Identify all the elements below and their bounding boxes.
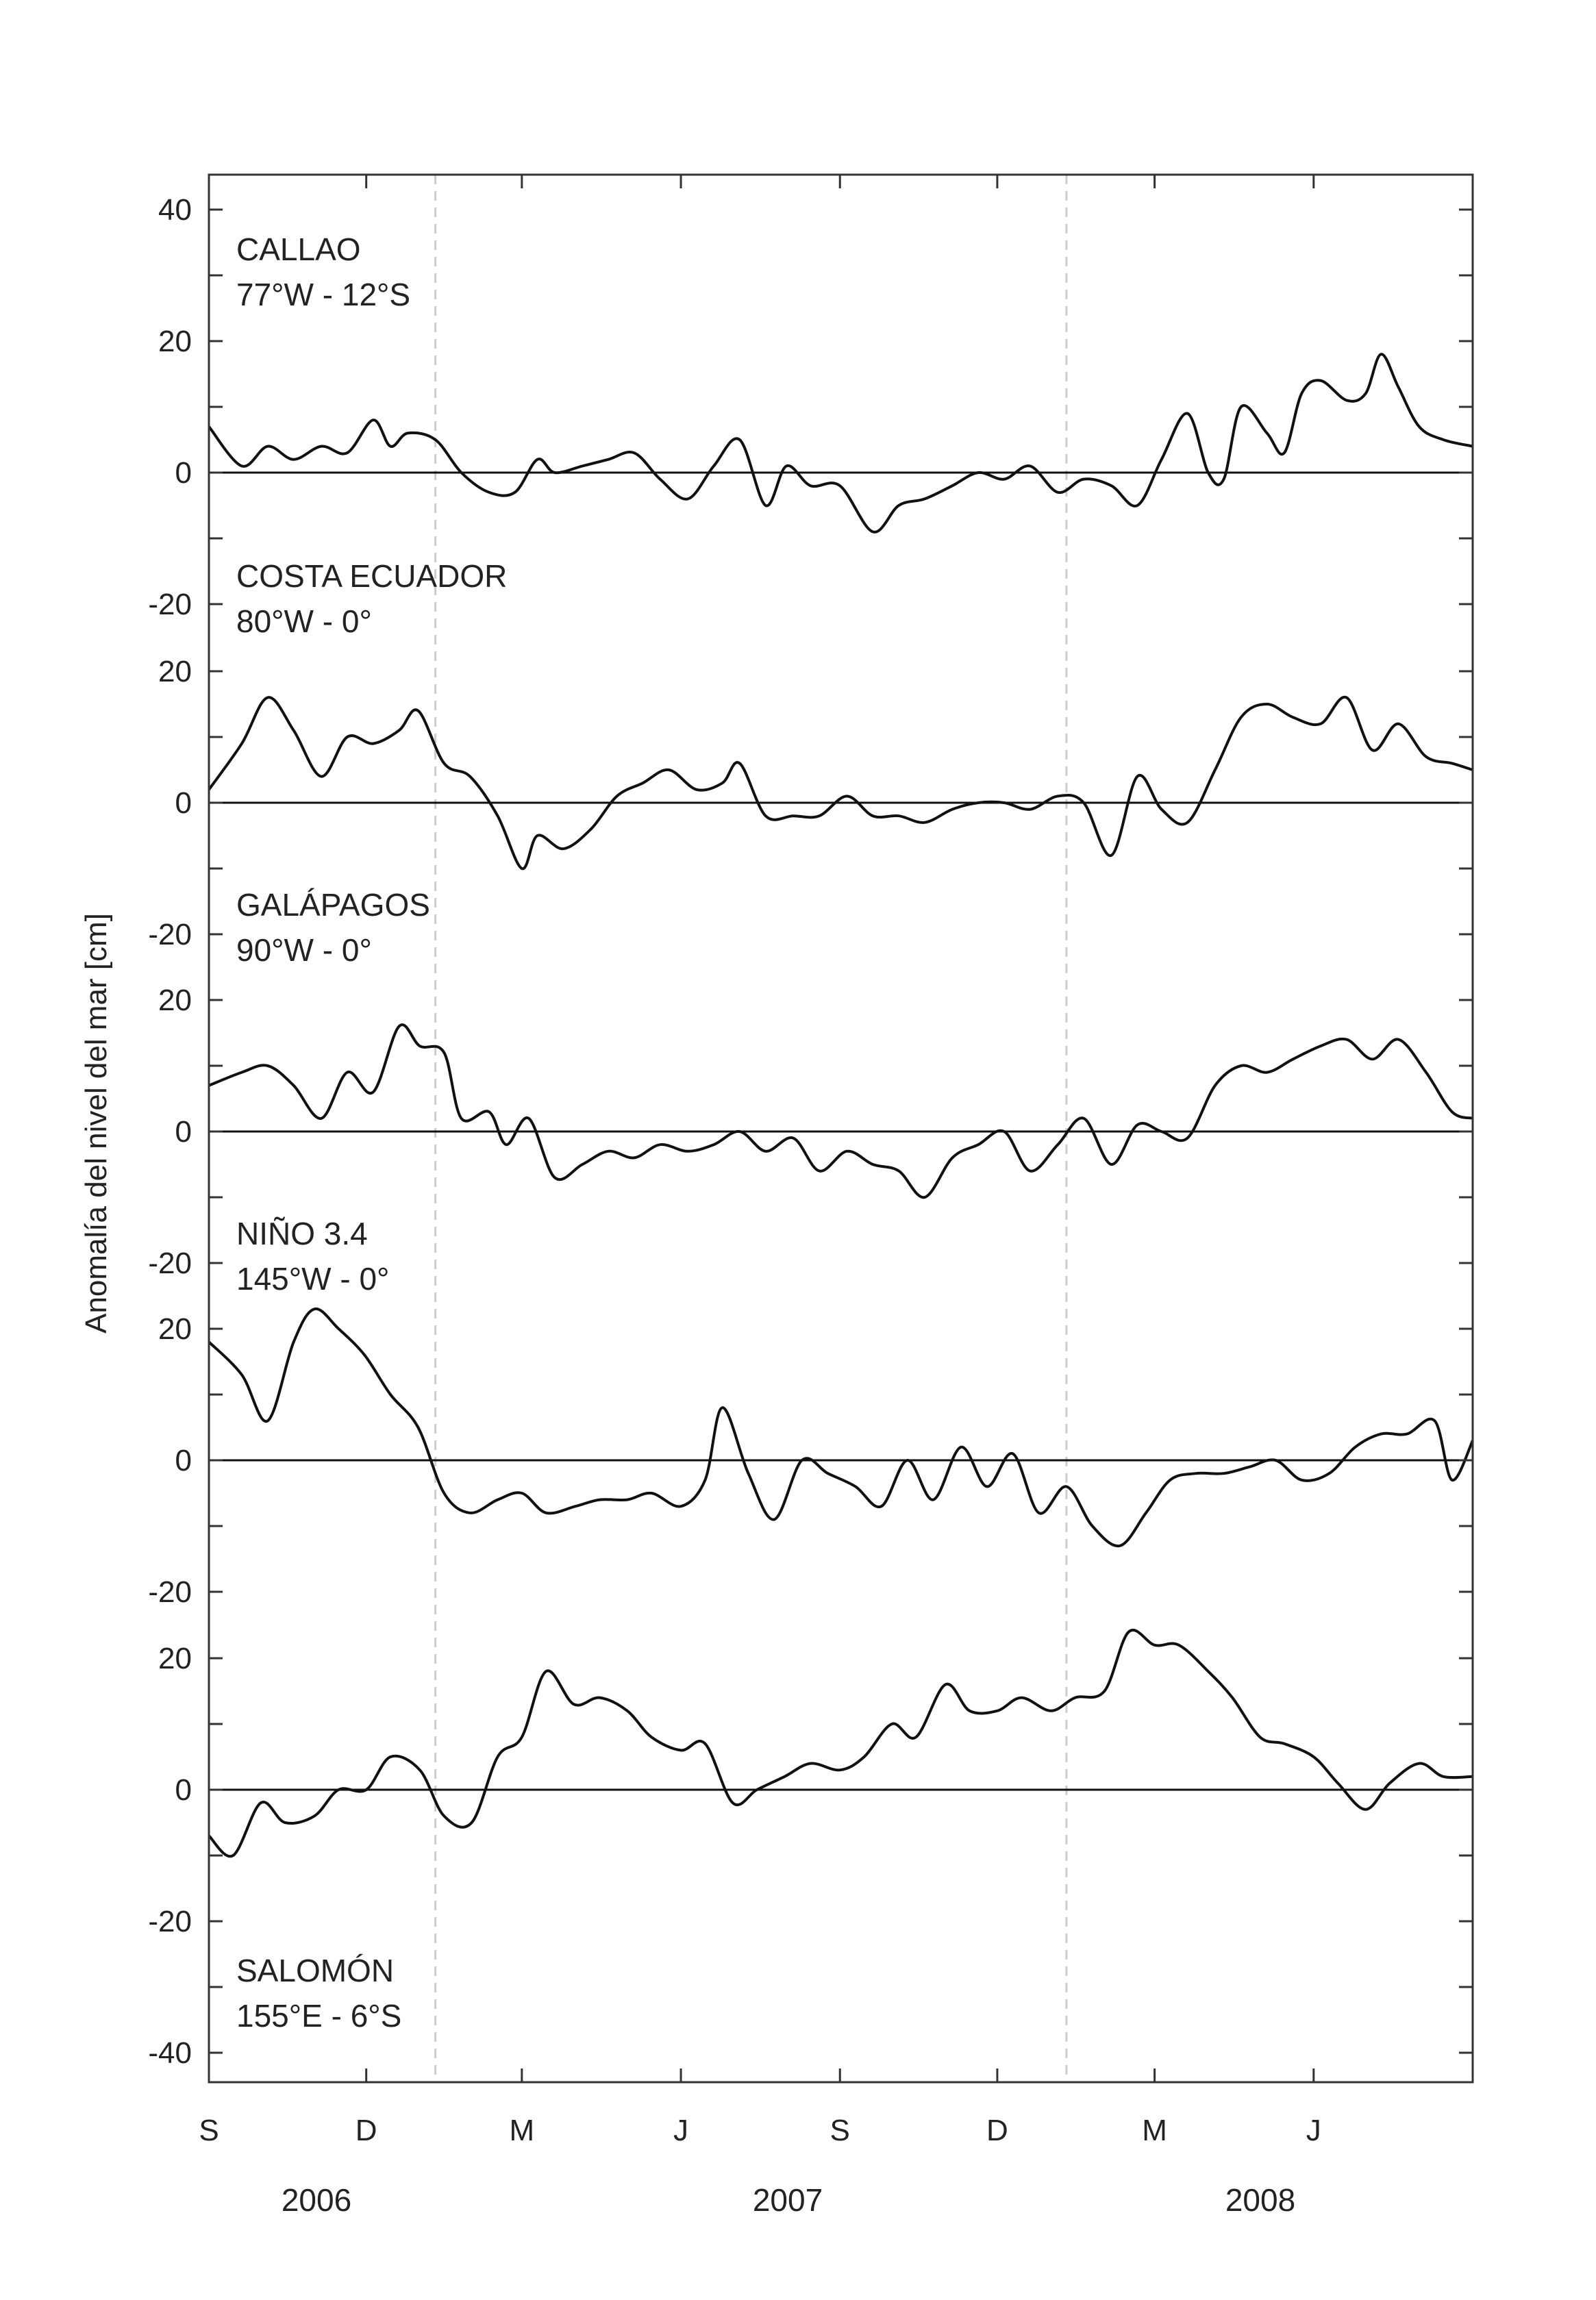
x-year-label: 2006 xyxy=(282,2182,351,2218)
x-year-label: 2008 xyxy=(1225,2182,1295,2218)
station-name: CALLAO xyxy=(236,232,361,267)
y-tick-label: 0 xyxy=(175,1444,192,1477)
y-tick-label: -20 xyxy=(148,918,192,951)
series-line-gal-pagos xyxy=(208,1023,1473,1199)
x-month-label: S xyxy=(830,2114,850,2147)
y-tick-label: -20 xyxy=(148,1905,192,1938)
y-tick-label: 20 xyxy=(158,1642,192,1675)
station-coords: 155°E - 6°S xyxy=(236,1998,401,2034)
x-month-label: M xyxy=(510,2114,535,2147)
station-name: NIÑO 3.4 xyxy=(236,1216,368,1251)
series-line-salom-n xyxy=(208,1629,1473,1858)
y-tick-label: 20 xyxy=(158,325,192,358)
series-lines xyxy=(208,353,1474,1858)
station-name: SALOMÓN xyxy=(236,1953,394,1988)
station-name: COSTA ECUADOR xyxy=(236,558,507,594)
y-tick-label: -20 xyxy=(148,588,192,621)
station-coords: 80°W - 0° xyxy=(236,603,372,639)
x-month-label: D xyxy=(356,2114,377,2147)
y-axis-title: Anomalía del nivel del mar [cm] xyxy=(79,913,113,1334)
y-tick-label: 20 xyxy=(158,984,192,1017)
series-line-costa-ecuador xyxy=(208,695,1473,871)
y-tick-labels: 40 20 0 -20 20 0 -20 20 0 -20 20 0 -20 20 0 -20 -40 xyxy=(148,193,192,2070)
x-month-label: D xyxy=(986,2114,1008,2147)
y-tick-label: 40 xyxy=(158,193,192,227)
station-labels: CALLAO 77°W - 12°S COSTA ECUADOR 80°W - 0° G… xyxy=(236,232,507,2034)
y-tick-label: 20 xyxy=(158,655,192,688)
station-coords: 145°W - 0° xyxy=(236,1261,389,1297)
y-tick-label: -20 xyxy=(148,1575,192,1609)
axis-ticks xyxy=(208,175,1473,2082)
station-name: GALÁPAGOS xyxy=(236,887,430,923)
y-tick-label: -40 xyxy=(148,2036,192,2070)
station-coords: 77°W - 12°S xyxy=(236,277,410,312)
station-coords: 90°W - 0° xyxy=(236,932,372,968)
x-month-label: S xyxy=(199,2114,219,2147)
y-tick-label: 20 xyxy=(158,1312,192,1346)
series-line-callao xyxy=(208,353,1473,534)
plot-frame xyxy=(208,173,1474,2084)
y-tick-label: 0 xyxy=(175,1115,192,1149)
x-axis-labels: S D M J S D M J 2006 2007 2008 xyxy=(199,2114,1321,2218)
y-tick-label: 0 xyxy=(175,456,192,490)
x-year-label: 2007 xyxy=(753,2182,823,2218)
x-month-label: M xyxy=(1142,2114,1167,2147)
x-month-label: J xyxy=(1306,2114,1321,2147)
zero-lines xyxy=(209,471,1473,1791)
reference-lines xyxy=(434,175,1068,2082)
y-tick-label: -20 xyxy=(148,1247,192,1280)
y-tick-label: 0 xyxy=(175,786,192,820)
y-tick-label: 0 xyxy=(175,1773,192,1807)
series-line-ni-o-3-4 xyxy=(208,1308,1474,1548)
x-month-label: J xyxy=(673,2114,688,2147)
